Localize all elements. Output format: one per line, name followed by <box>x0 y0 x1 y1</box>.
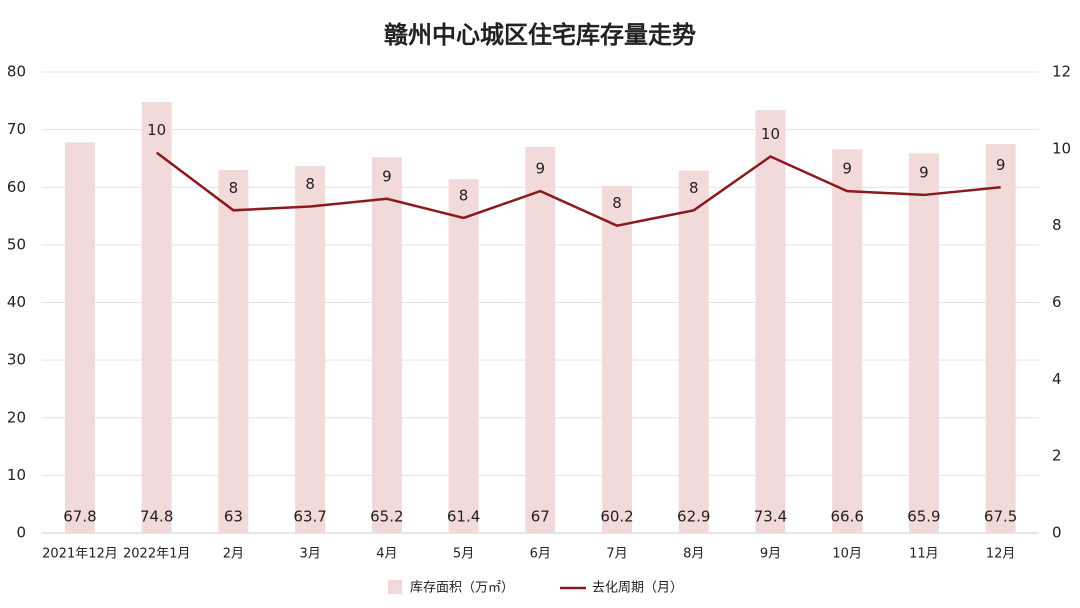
bar <box>908 153 939 533</box>
line <box>155 151 1001 227</box>
y2-tick-label: 6 <box>1052 293 1062 311</box>
bar-value-label: 60.2 <box>600 508 633 526</box>
bar-value-label: 67.5 <box>984 508 1017 526</box>
x-tick-label: 2022年1月 <box>123 547 190 562</box>
y-tick-label: 30 <box>7 351 26 369</box>
line-value-label: 9 <box>536 160 546 178</box>
bar-value-label: 67 <box>531 508 550 526</box>
legend-swatch <box>388 580 402 594</box>
x-tick-label: 7月 <box>606 547 627 562</box>
y-tick-label: 0 <box>16 524 26 542</box>
bar-value-label: 73.4 <box>754 508 787 526</box>
line-value-label: 9 <box>996 156 1006 174</box>
y2-tick-label: 4 <box>1052 370 1062 388</box>
y-tick-label: 20 <box>7 408 26 426</box>
bar-value-label: 67.8 <box>63 508 96 526</box>
line-value-label: 8 <box>689 179 699 197</box>
y-tick-label: 60 <box>7 178 26 196</box>
bar-value-label: 66.6 <box>830 508 863 526</box>
y2-tick-label: 12 <box>1052 63 1071 81</box>
line-value-label: 8 <box>459 186 469 204</box>
bar-value-label: 63.7 <box>293 508 326 526</box>
bar <box>525 146 556 533</box>
line-value-label: 9 <box>919 163 929 181</box>
y2-tick-label: 2 <box>1052 447 1062 465</box>
x-tick-label: 11月 <box>909 547 939 562</box>
line-value-label: 9 <box>842 160 852 178</box>
bar <box>64 142 95 534</box>
y-tick-label: 40 <box>7 293 26 311</box>
y2-tick-label: 0 <box>1052 524 1062 542</box>
bar-value-label: 63 <box>224 508 243 526</box>
bar <box>832 149 863 533</box>
x-tick-label: 4月 <box>376 547 397 562</box>
x-tick-label: 9月 <box>760 547 781 562</box>
line-value-label: 10 <box>147 121 166 139</box>
line-value-label: 10 <box>761 125 780 143</box>
legend-label: 库存面积（万㎡） <box>410 580 514 596</box>
bar-value-label: 74.8 <box>140 508 173 526</box>
bar <box>295 165 326 533</box>
x-tick-label: 10月 <box>832 547 862 562</box>
bar <box>141 101 172 533</box>
bar <box>602 186 633 533</box>
x-tick-label: 6月 <box>530 547 551 562</box>
x-tick-label: 2月 <box>223 547 244 562</box>
bar <box>448 179 479 533</box>
bar <box>371 157 402 533</box>
bar-value-label: 61.4 <box>447 508 480 526</box>
bar-value-label: 65.9 <box>907 508 940 526</box>
bar <box>218 169 249 533</box>
x-tick-label: 12月 <box>986 547 1016 562</box>
y-tick-label: 80 <box>7 63 26 81</box>
legend-label: 去化周期（月） <box>592 581 683 596</box>
bar <box>678 170 709 533</box>
line-value-label: 9 <box>382 167 392 185</box>
x-tick-label: 2021年12月 <box>42 547 118 562</box>
line-value-label: 8 <box>612 194 622 212</box>
line-value-label: 8 <box>229 179 239 197</box>
x-tick-label: 8月 <box>683 547 704 562</box>
line-value-label: 8 <box>305 175 315 193</box>
chart-title: 赣州中心城区住宅库存量走势 <box>384 21 696 49</box>
y-tick-label: 50 <box>7 235 26 253</box>
bar <box>985 144 1016 533</box>
y-tick-label: 70 <box>7 120 26 138</box>
x-tick-label: 5月 <box>453 547 474 562</box>
y2-tick-label: 10 <box>1052 139 1071 157</box>
x-tick-label: 3月 <box>299 547 320 562</box>
y2-tick-label: 8 <box>1052 216 1062 234</box>
bar-value-label: 62.9 <box>677 508 710 526</box>
bar <box>755 110 786 533</box>
y-tick-label: 10 <box>7 466 26 484</box>
bar-value-label: 65.2 <box>370 508 403 526</box>
